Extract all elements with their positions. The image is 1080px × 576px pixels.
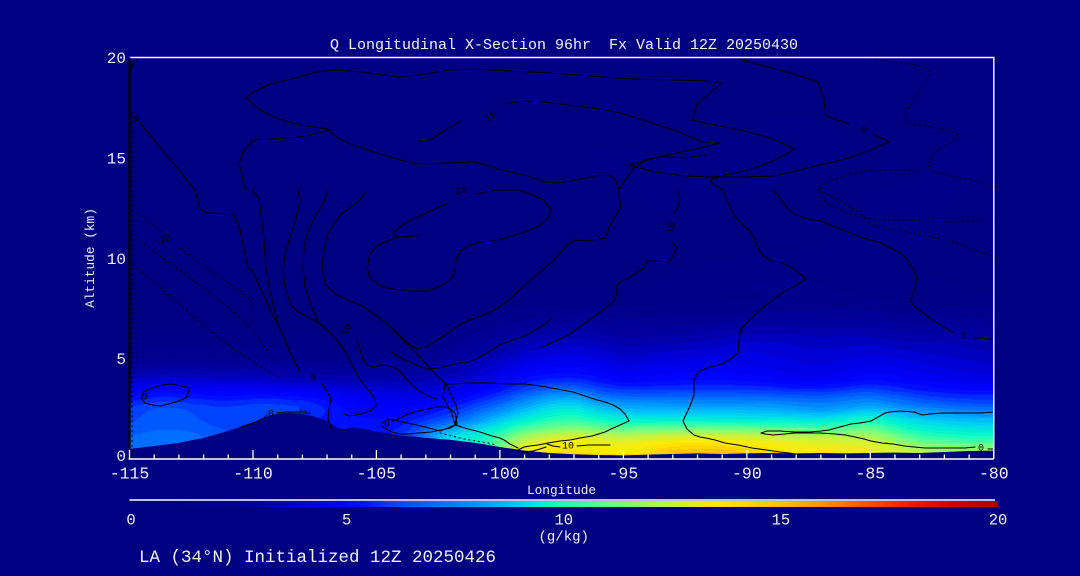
svg-text:0: 0: [310, 374, 316, 385]
svg-text:20: 20: [989, 512, 1008, 530]
svg-text:10: 10: [341, 323, 356, 339]
svg-text:0: 0: [978, 444, 984, 455]
svg-text:-80: -80: [979, 465, 1009, 484]
svg-text:Longitude: Longitude: [527, 483, 596, 498]
svg-text:15: 15: [772, 512, 791, 530]
svg-text:-90: -90: [732, 465, 762, 484]
svg-text:0: 0: [861, 126, 867, 137]
svg-text:10: 10: [667, 221, 680, 235]
svg-text:-100: -100: [480, 465, 520, 484]
svg-text:20: 20: [454, 186, 467, 199]
svg-text:10: 10: [554, 512, 573, 530]
svg-text:-95: -95: [609, 465, 639, 484]
svg-text:0: 0: [384, 420, 390, 431]
svg-text:-105: -105: [357, 465, 397, 484]
svg-text:-110: -110: [233, 465, 273, 484]
svg-text:10: 10: [562, 442, 574, 453]
svg-text:0: 0: [961, 332, 967, 343]
svg-text:Q Longitudinal X-Section 96hr: Q Longitudinal X-Section 96hr Fx Valid 1…: [330, 37, 798, 54]
svg-text:-10: -10: [152, 234, 172, 249]
svg-text:20: 20: [107, 50, 126, 68]
svg-text:0: 0: [126, 512, 135, 530]
svg-text:5: 5: [116, 351, 126, 369]
svg-text:Altitude (km): Altitude (km): [83, 208, 98, 308]
svg-text:5: 5: [342, 512, 351, 530]
svg-text:0: 0: [142, 393, 148, 404]
svg-text:-85: -85: [855, 465, 885, 484]
svg-text:0: 0: [129, 114, 142, 125]
svg-text:LA (34°N) Initialized 12Z 2025: LA (34°N) Initialized 12Z 20250426: [139, 548, 496, 568]
svg-text:10: 10: [107, 251, 126, 269]
svg-text:0: 0: [268, 410, 274, 421]
svg-text:(g/kg): (g/kg): [538, 530, 588, 546]
svg-text:0: 0: [116, 448, 126, 466]
svg-text:15: 15: [107, 150, 126, 168]
svg-text:-115: -115: [110, 465, 150, 484]
